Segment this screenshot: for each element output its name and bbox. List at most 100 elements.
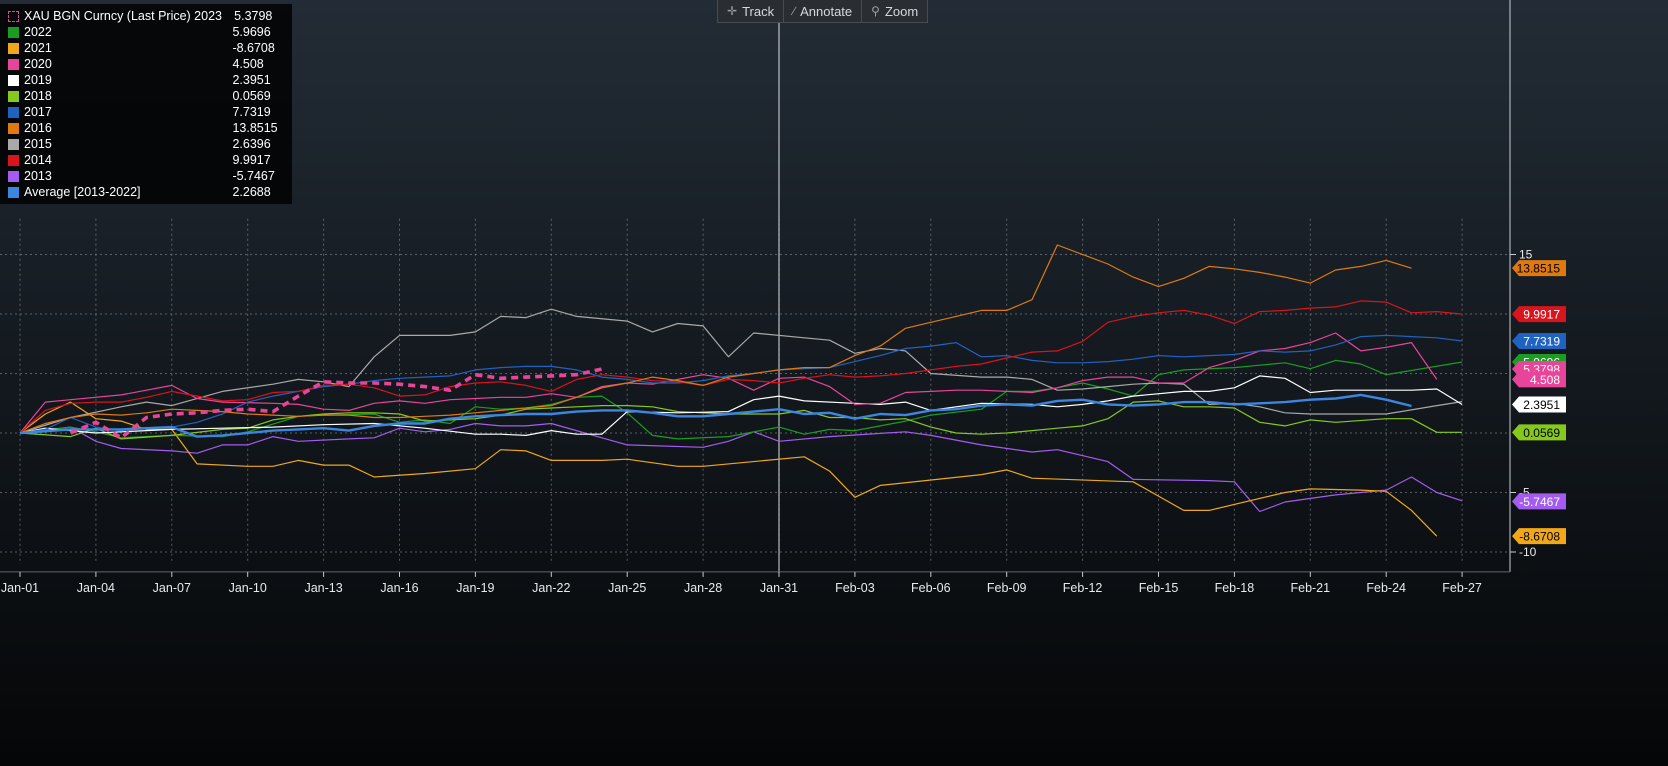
- track-label: Track: [742, 3, 775, 19]
- track-button[interactable]: ✛ Track: [718, 0, 785, 22]
- legend-series-value: -5.7467: [232, 169, 275, 183]
- series-line: [19, 400, 1463, 440]
- legend-series-value: 7.7319: [232, 105, 271, 119]
- legend-item[interactable]: 2016 13.8515: [0, 120, 292, 136]
- legend-swatch: [8, 170, 19, 182]
- y-tick-label: -5: [1519, 486, 1530, 500]
- end-value-tag: [1512, 306, 1566, 323]
- legend: XAU BGN Curncy (Last Price) 2023 5.3798 20…: [0, 4, 292, 204]
- x-tick-label: Jan-01: [1, 581, 39, 595]
- x-tick-label: Feb-09: [987, 581, 1027, 595]
- legend-series-name: 2017: [24, 105, 52, 119]
- legend-swatch: [8, 26, 19, 38]
- legend-series-name: 2015: [24, 137, 52, 151]
- x-tick-label: Feb-18: [1215, 581, 1255, 595]
- legend-item[interactable]: XAU BGN Curncy (Last Price) 2023 5.3798: [0, 8, 292, 24]
- end-value-tag: [1512, 424, 1566, 441]
- legend-swatch: [8, 122, 19, 134]
- end-value-label: -8.6708: [1519, 530, 1560, 544]
- legend-item[interactable]: 2021 -8.6708: [0, 40, 292, 56]
- legend-item[interactable]: 2015 2.6396: [0, 136, 292, 152]
- x-tick-label: Feb-03: [835, 581, 875, 595]
- end-value-label: 0.0569: [1523, 426, 1560, 440]
- legend-series-name: 2019: [24, 73, 52, 87]
- legend-series-value: -8.6708: [232, 41, 275, 55]
- end-value-label: 4.508: [1530, 373, 1560, 387]
- series-line: [19, 244, 1412, 434]
- end-value-tag: [1512, 396, 1566, 413]
- legend-item[interactable]: Average [2013-2022] 2.2688: [0, 184, 292, 200]
- chart-toolbar: ✛ Track ∕ Annotate ⚲ Zoom: [717, 0, 929, 23]
- y-tick-label: 15: [1519, 248, 1533, 262]
- end-value-label: -5.7467: [1519, 495, 1560, 509]
- end-value-tag: [1512, 528, 1566, 545]
- legend-swatch: [8, 106, 19, 118]
- zoom-label: Zoom: [884, 3, 919, 19]
- x-tick-label: Feb-15: [1139, 581, 1179, 595]
- x-tick-label: Feb-24: [1366, 581, 1406, 595]
- legend-series-name: XAU BGN Curncy (Last Price) 2023: [24, 9, 222, 23]
- legend-item[interactable]: 2018 0.0569: [0, 88, 292, 104]
- legend-series-name: Average [2013-2022]: [24, 185, 141, 199]
- legend-series-name: 2016: [24, 121, 52, 135]
- series-line: [19, 300, 1463, 434]
- legend-item[interactable]: 2020 4.508: [0, 56, 292, 72]
- legend-series-value: 2.6396: [232, 137, 271, 151]
- x-tick-label: Jan-25: [608, 581, 646, 595]
- legend-series-name: 2020: [24, 57, 52, 71]
- legend-swatch: [8, 90, 19, 102]
- legend-series-name: 2014: [24, 153, 52, 167]
- legend-series-value: 2.2688: [232, 185, 271, 199]
- end-value-label: 7.7319: [1523, 334, 1560, 348]
- annotate-button[interactable]: ∕ Annotate: [784, 0, 863, 22]
- magnifier-icon: ⚲: [871, 4, 880, 18]
- x-tick-label: Feb-06: [911, 581, 951, 595]
- legend-swatch: [8, 154, 19, 166]
- legend-item[interactable]: 2014 9.9917: [0, 152, 292, 168]
- legend-series-value: 4.508: [232, 57, 264, 71]
- legend-item[interactable]: 2013 -5.7467: [0, 168, 292, 184]
- x-tick-label: Feb-21: [1290, 581, 1330, 595]
- series-line: [19, 401, 1438, 537]
- x-tick-label: Jan-07: [153, 581, 191, 595]
- legend-swatch: [8, 138, 19, 150]
- legend-series-value: 2.3951: [232, 73, 271, 87]
- legend-series-value: 9.9917: [232, 153, 271, 167]
- x-tick-label: Feb-27: [1442, 581, 1482, 595]
- x-tick-label: Jan-28: [684, 581, 722, 595]
- legend-swatch: [8, 74, 19, 86]
- end-value-tag: [1512, 493, 1566, 510]
- end-value-tag: [1512, 260, 1566, 277]
- x-tick-label: Jan-04: [77, 581, 115, 595]
- legend-series-name: 2021: [24, 41, 52, 55]
- series-line: [19, 393, 1412, 438]
- legend-series-name: 2022: [24, 25, 52, 39]
- series-line: [19, 422, 1463, 513]
- x-tick-label: Jan-13: [304, 581, 342, 595]
- x-tick-label: Jan-19: [456, 581, 494, 595]
- y-tick-label: -10: [1519, 545, 1537, 559]
- pencil-icon: ∕: [793, 4, 796, 18]
- legend-series-name: 2018: [24, 89, 52, 103]
- legend-item[interactable]: 2022 5.9696: [0, 24, 292, 40]
- end-value-label: 13.8515: [1517, 262, 1561, 276]
- legend-swatch: [8, 58, 19, 70]
- legend-series-name: 2013: [24, 169, 52, 183]
- x-tick-label: Feb-12: [1063, 581, 1103, 595]
- legend-item[interactable]: 2019 2.3951: [0, 72, 292, 88]
- zoom-button[interactable]: ⚲ Zoom: [862, 0, 927, 22]
- series-line: [19, 375, 1463, 436]
- series-line: [69, 367, 603, 440]
- legend-item[interactable]: 2017 7.7319: [0, 104, 292, 120]
- series-line: [19, 332, 1438, 434]
- legend-swatch: [8, 186, 19, 198]
- annotate-label: Annotate: [800, 3, 853, 19]
- legend-series-value: 13.8515: [232, 121, 278, 135]
- legend-series-value: 5.9696: [232, 25, 271, 39]
- x-tick-label: Jan-10: [229, 581, 267, 595]
- end-value-tag: [1512, 332, 1566, 349]
- end-value-label: 2.3951: [1523, 398, 1560, 412]
- end-value-tag: [1512, 371, 1566, 388]
